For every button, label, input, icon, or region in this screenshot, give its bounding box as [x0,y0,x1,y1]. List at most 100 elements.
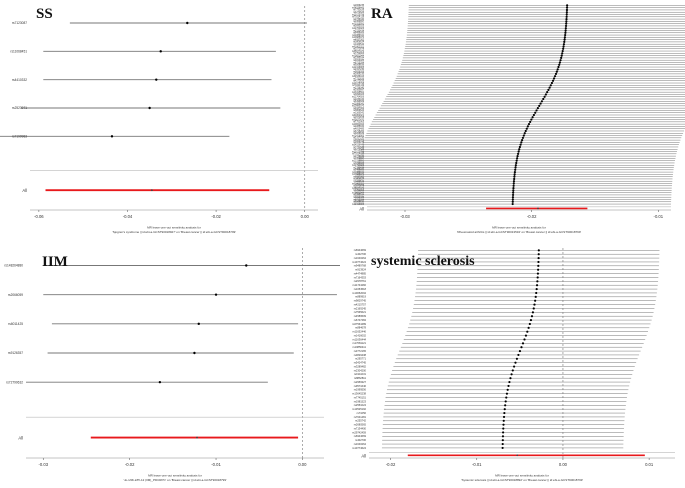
estimate-point [524,334,528,337]
snp-label: rs4810485 [353,59,365,62]
snp-label: rs13645238 [352,392,366,396]
estimate-point [563,36,566,39]
estimate-point [511,200,514,203]
x-tick-label: -0.01 [211,462,221,467]
estimate-point [501,435,505,438]
snp-label: rs2233434 [353,166,365,169]
snp-label: rs889919 [355,295,366,299]
snp-label: rs6747484 [354,318,367,322]
snp-label: rs1571878 [353,185,365,188]
snp-label: rs10985070 [352,36,365,39]
estimate-point [513,170,517,174]
estimate-point [537,268,540,271]
snp-label: rs3806624 [353,109,365,112]
snp-label: rs3289482 [354,364,367,368]
estimate-point [534,295,537,298]
all-label: All [361,453,366,458]
estimate-point [504,400,507,403]
estimate-point [518,145,521,149]
estimate-point [533,303,536,306]
estimate-point [536,107,539,110]
snp-label: rs12416905 [352,134,365,137]
estimate-point [148,106,151,110]
forest-plot: rs148264880 rs2066059 rs6011425 rs9126357 rs… [4,248,340,482]
snp-label: rs913924 [355,268,366,272]
snp-label: rs4937362 [353,175,365,178]
panel-label: RA [371,6,393,22]
snp-label: rs2317230 [353,68,365,71]
x-tick-label: -0.01 [654,214,664,219]
snp-label: rs3806624 [353,41,365,44]
snp-label: rs10985070 [352,173,365,176]
snp-label: rs2233434 [353,98,365,101]
snp-label: rs7752903 [353,189,365,192]
estimate-point [531,116,534,119]
estimate-point [526,125,529,128]
snp-label: rs1981523 [354,399,367,403]
x-tick-label: -0.06 [34,214,44,219]
snp-label: rs9489768 [354,264,367,268]
estimate-point [512,180,516,183]
snp-label: rs34536443 [352,143,365,146]
estimate-point [514,166,517,169]
forest-panel-ss: rs7123087 rs11068451 rs4410332 rs2523971 rs7… [0,0,340,240]
panel-label: SS [36,6,53,22]
snp-label: rs13315591 [352,22,365,25]
estimate-point [548,86,551,89]
snp-label: rs2169245 [354,306,367,310]
snp-label: rs7565621 [354,310,367,314]
snp-label: rs61802321 [352,45,365,48]
snp-label: rs34536443 [352,6,365,9]
estimate-point [517,150,520,153]
snp-label: rs71624119 [352,16,365,19]
snp-label: rs3093023 [353,93,365,96]
snp-label: rs7641481 [354,415,367,419]
snp-label: rs10821944 [352,191,365,194]
snp-label: rs8862811 [354,376,367,380]
snp-label: rs1160542 [353,112,364,115]
snp-label: rs6944669 [354,434,367,438]
estimate-point [536,272,540,275]
estimate-point [518,349,522,353]
snp-label: rs1950897 [353,20,365,23]
estimate-point [518,148,521,151]
estimate-point [561,49,564,53]
estimate-point [525,127,528,130]
snp-label: rs11889341 [352,171,365,174]
snp-label: rs7752903 [353,121,365,124]
snp-label: rs295771 [355,357,366,361]
estimate-point [554,72,558,75]
snp-label: rs2304200 [354,368,367,372]
snp-label: rs12416905 [352,203,365,206]
snp-label: rs2551024 [354,403,367,407]
estimate-point [519,143,522,146]
estimate-point [564,31,567,34]
x-tick-label: -0.02 [211,214,221,219]
snp-label: rs2066059 [8,293,23,297]
snp-label: rs2317230 [353,137,365,140]
estimate-point [536,276,539,279]
estimate-point [513,175,516,178]
snp-label: rs10856411 [352,345,366,349]
estimate-point [535,291,538,295]
estimate-point [501,439,504,442]
snp-label: rs2069235 [353,4,365,7]
estimate-point [540,100,544,103]
estimate-point [562,47,565,50]
estimate-point [552,77,556,80]
estimate-point [506,388,509,391]
estimate-point [565,13,568,16]
estimate-point [565,11,568,14]
x-tick-label: -0.04 [123,214,133,219]
snp-label: rs10774624 [352,260,366,264]
estimate-point [511,196,515,199]
estimate-point [521,136,525,139]
estimate-point [514,168,517,171]
estimate-point [558,63,561,66]
x-tick-label: -0.02 [527,214,537,219]
estimate-point [514,164,517,167]
snp-label: rs2285934 [353,125,365,128]
estimate-point [526,330,529,333]
estimate-point [511,193,515,197]
snp-label: rs12764926 [352,27,365,30]
